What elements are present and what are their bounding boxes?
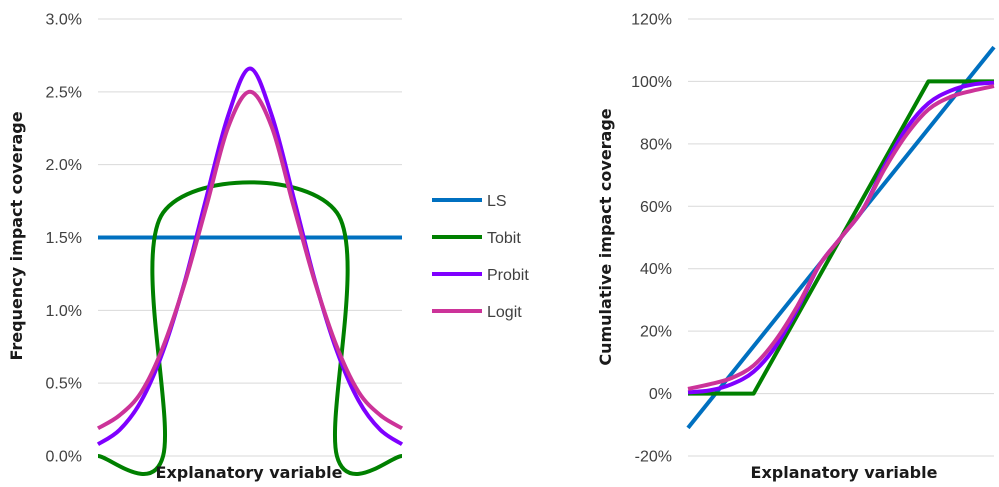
legend-label-logit: Logit (487, 304, 522, 321)
left-series-probit (96, 66, 404, 447)
right-y-tick-label: 20% (640, 324, 672, 341)
frequency-chart: 0.0% 0.5% 1.0% 1.5% 2.0% 2.5% 3.0% Frequency i… (7, 12, 404, 482)
left-y-tick-label: 1.0% (46, 303, 82, 320)
left-series-logit (96, 89, 404, 431)
right-y-tick-label: 120% (631, 12, 672, 29)
right-y-tick-label: -20% (635, 449, 672, 466)
right-y-tick-label: 60% (640, 199, 672, 216)
left-series-lines (96, 66, 404, 476)
right-series-lines (686, 45, 996, 430)
left-y-tick-label: 3.0% (46, 12, 82, 29)
left-y-tick-labels: 0.0% 0.5% 1.0% 1.5% 2.0% 2.5% 3.0% (46, 12, 82, 466)
right-gridlines (688, 18, 994, 457)
legend-label-probit: Probit (487, 267, 529, 284)
left-y-axis-title: Frequency impact coverage (7, 111, 26, 360)
left-y-tick-label: 0.0% (46, 449, 82, 466)
legend-label-ls: LS (487, 193, 507, 210)
left-y-tick-label: 2.5% (46, 84, 82, 101)
left-y-tick-label: 2.0% (46, 157, 82, 174)
legend-label-tobit: Tobit (487, 230, 521, 247)
right-y-tick-labels: -20% 0% 20% 40% 60% 80% 100% 120% (631, 12, 672, 466)
left-y-tick-label: 1.5% (46, 230, 82, 247)
cumulative-chart: -20% 0% 20% 40% 60% 80% 100% 120% Cumulative im… (596, 12, 996, 482)
right-series-logit (687, 84, 995, 391)
right-y-axis-title: Cumulative impact coverage (596, 108, 615, 365)
right-y-tick-label: 80% (640, 136, 672, 153)
legend: LS Tobit Probit Logit (432, 193, 529, 321)
right-y-tick-label: 0% (649, 386, 672, 403)
right-y-tick-label: 40% (640, 261, 672, 278)
left-y-tick-label: 0.5% (46, 376, 82, 393)
left-series-tobit (97, 180, 403, 476)
right-y-tick-label: 100% (631, 74, 672, 91)
right-x-axis-title: Explanatory variable (751, 463, 938, 482)
left-x-axis-title: Explanatory variable (156, 463, 343, 482)
